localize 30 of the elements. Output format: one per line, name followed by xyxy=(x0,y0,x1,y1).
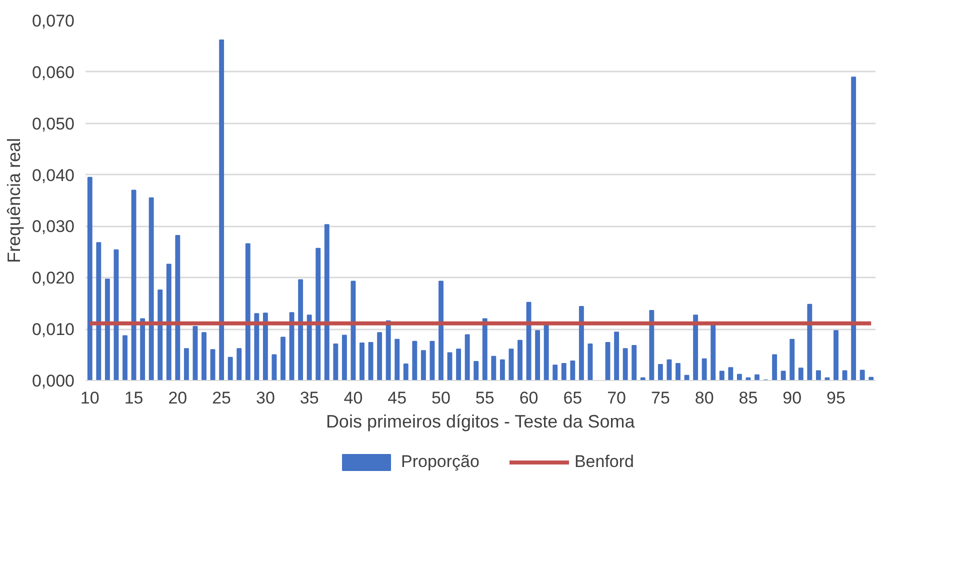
y-tick-label: 0,050 xyxy=(32,114,75,134)
x-tick-label: 60 xyxy=(519,388,538,408)
y-tick-label: 0,020 xyxy=(32,268,75,288)
x-tick-label: 45 xyxy=(388,388,407,408)
y-axis-title: Frequência real xyxy=(4,138,24,264)
x-tick-label: 20 xyxy=(168,388,188,408)
x-tick-label: 65 xyxy=(563,388,582,408)
legend-label: Benford xyxy=(574,452,634,472)
x-tick-label: 15 xyxy=(124,388,144,408)
x-tick-label: 40 xyxy=(344,388,363,408)
legend-label: Proporção xyxy=(401,452,480,472)
y-tick-label: 0,040 xyxy=(32,166,75,185)
x-tick-label: 55 xyxy=(475,388,494,408)
x-tick-label: 90 xyxy=(782,388,802,408)
x-tick-label: 80 xyxy=(694,388,714,408)
x-tick-label: 70 xyxy=(607,388,626,408)
x-tick-label: 25 xyxy=(212,388,232,408)
x-tick-label: 35 xyxy=(300,388,319,408)
y-tick-label: 0,010 xyxy=(32,320,75,340)
y-tick-label: 0,030 xyxy=(32,217,75,236)
x-tick-label: 75 xyxy=(650,388,670,408)
y-tick-label: 0,000 xyxy=(32,372,75,390)
x-tick-label: 30 xyxy=(256,388,275,408)
x-tick-label: 50 xyxy=(432,388,450,408)
y-tick-label: 0,070 xyxy=(32,12,75,30)
x-axis-title: Dois primeiros dígitos - Teste da Soma xyxy=(326,412,636,432)
y-tick-label: 0,060 xyxy=(32,62,75,82)
x-tick-label: 85 xyxy=(738,388,758,408)
x-tick-label: 95 xyxy=(826,388,846,408)
x-tick-label: 10 xyxy=(80,388,100,408)
